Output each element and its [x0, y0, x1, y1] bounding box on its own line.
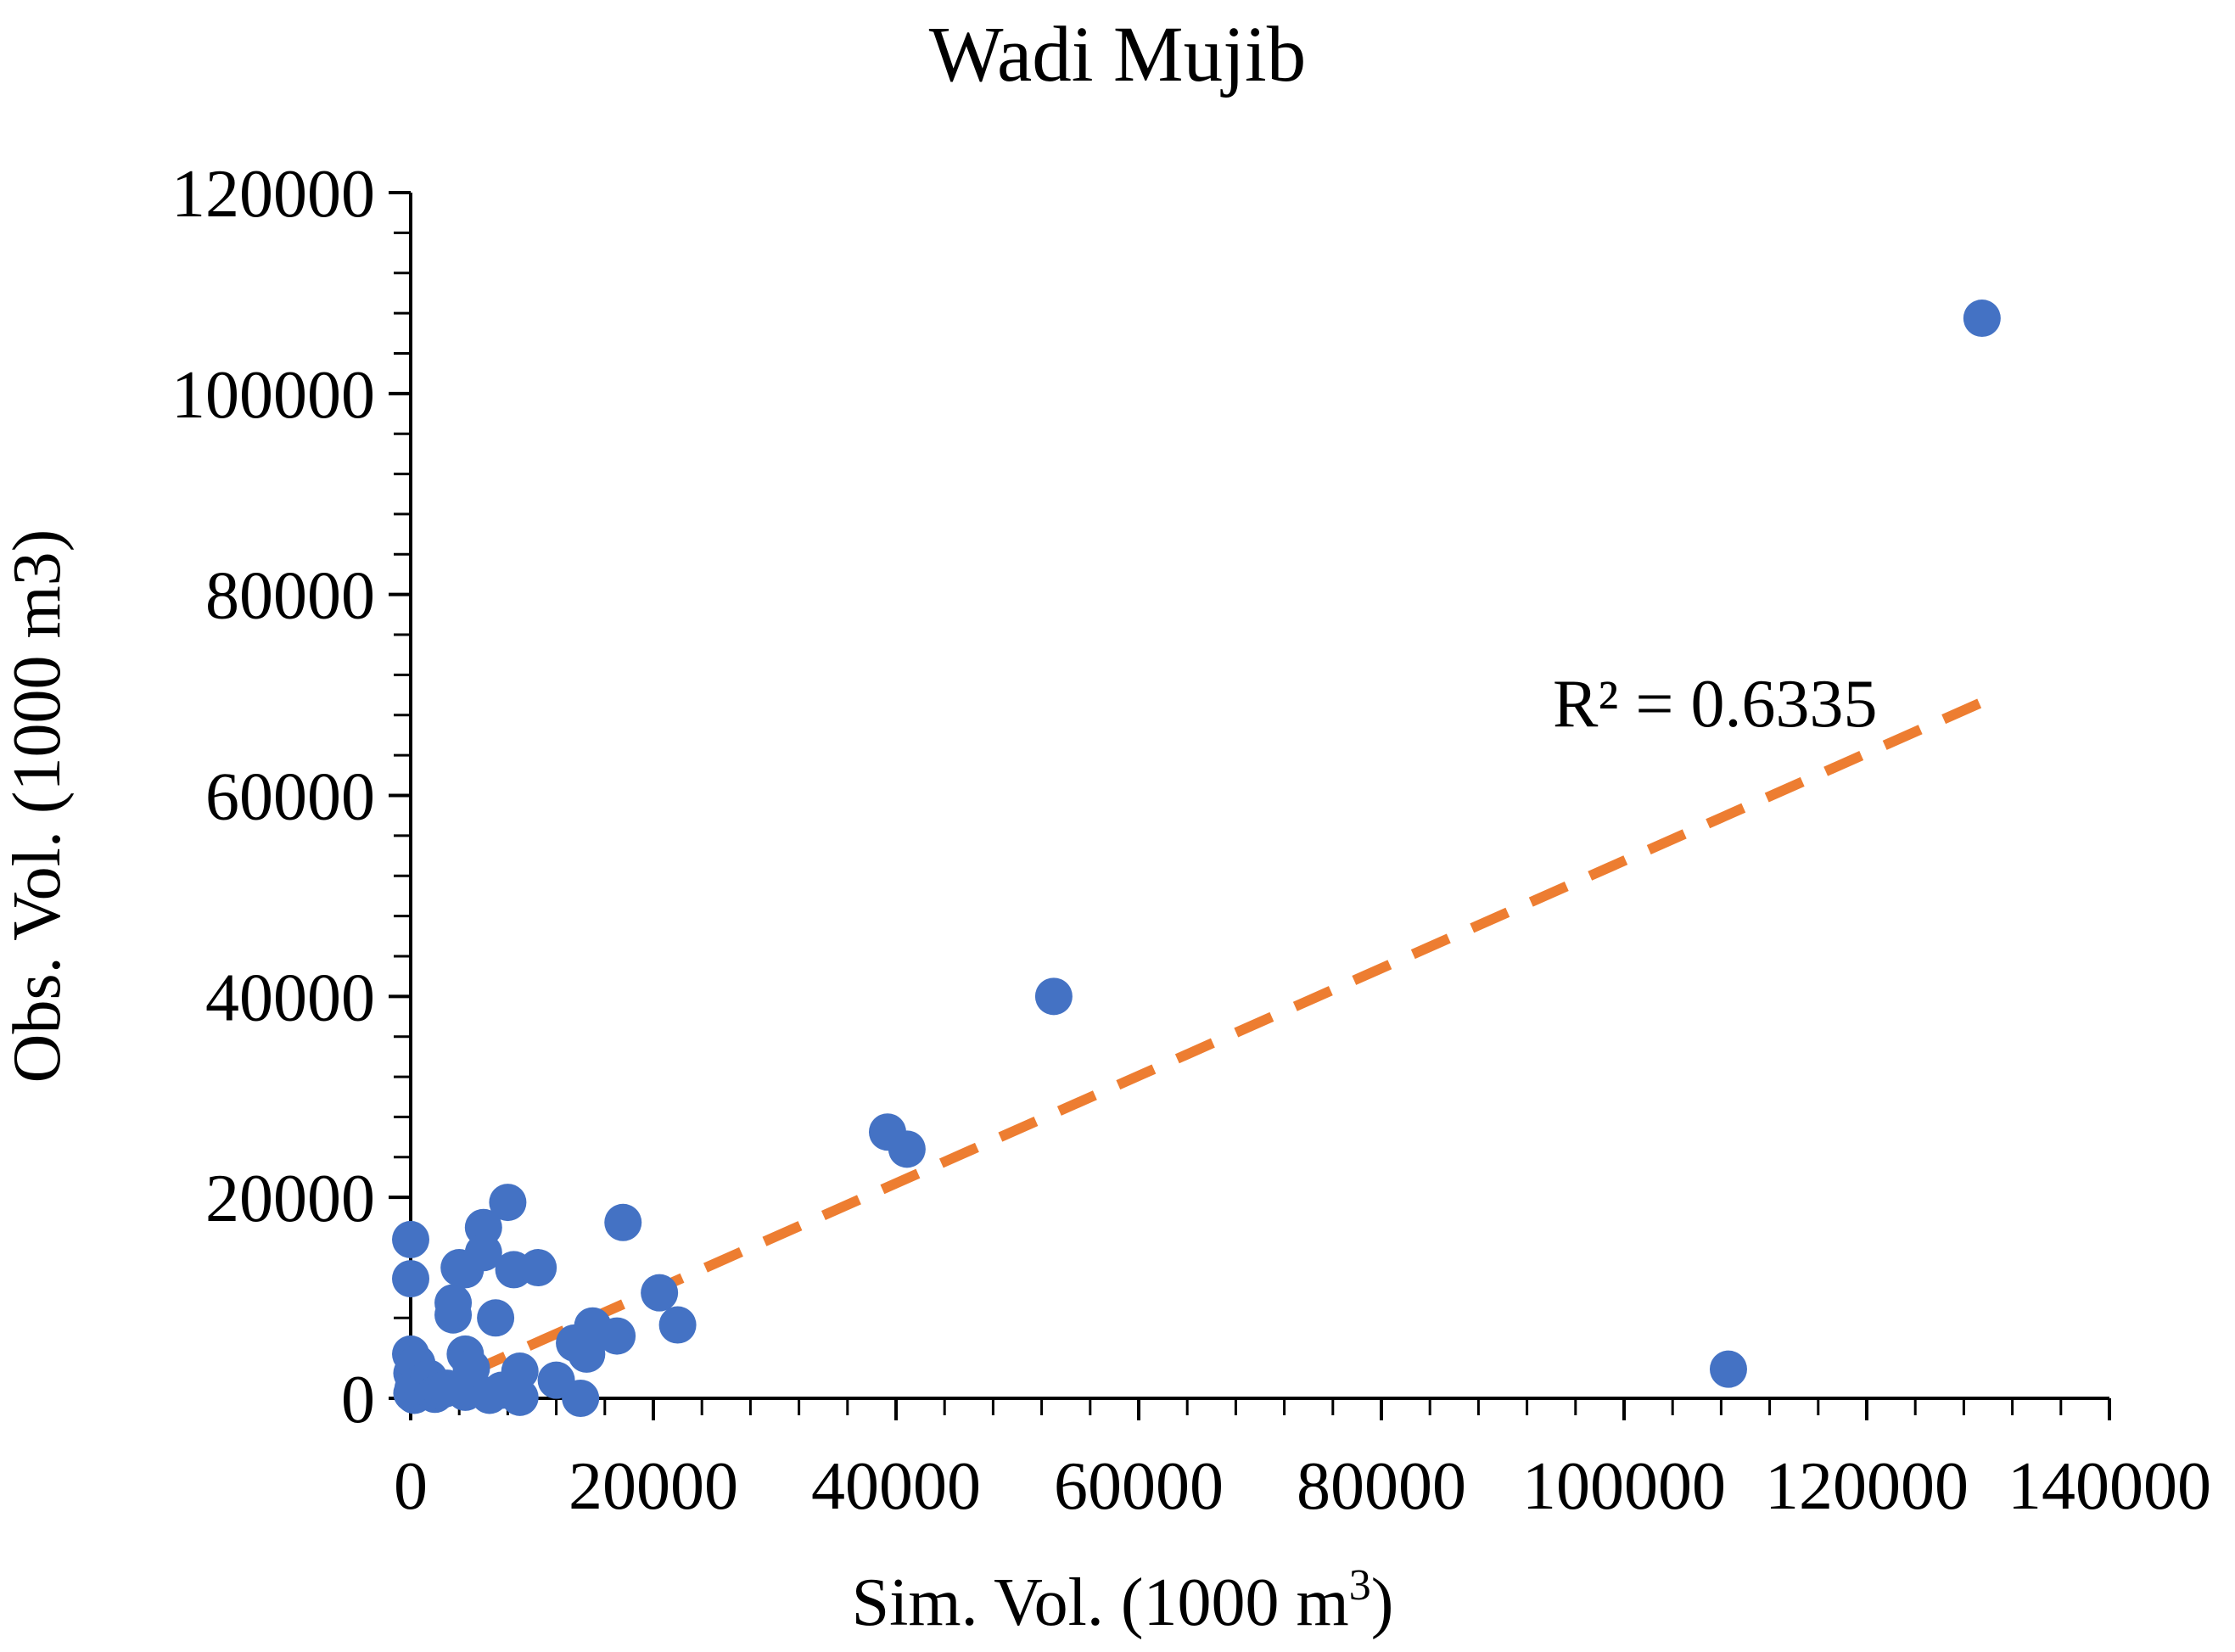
- x-axis-title-suffix: ): [1371, 1565, 1394, 1640]
- y-tick-label: 80000: [205, 559, 375, 634]
- data-point: [562, 1380, 600, 1417]
- data-point: [501, 1352, 539, 1391]
- chart-title: Wadi Mujib: [929, 11, 1307, 98]
- y-tick-label: 40000: [205, 960, 375, 1035]
- data-point: [477, 1299, 515, 1337]
- y-tick-label: 20000: [205, 1162, 375, 1236]
- x-tick-label: 100000: [1522, 1449, 1726, 1524]
- data-point: [489, 1184, 527, 1222]
- data-point: [392, 1220, 429, 1258]
- data-point: [501, 1378, 539, 1416]
- axes-group: 0 20000 40000 60000 80000 100000 120000 140000 0…: [171, 157, 2211, 1524]
- y-tick-label: 120000: [171, 157, 375, 232]
- x-tick-label: 0: [394, 1449, 428, 1524]
- data-point: [1963, 300, 2001, 338]
- data-point: [464, 1234, 502, 1272]
- r-squared-label: R² = 0.6335: [1553, 667, 1877, 742]
- x-tick-label: 40000: [811, 1449, 981, 1524]
- data-point: [1709, 1350, 1747, 1388]
- y-tick-label: 100000: [171, 358, 375, 433]
- x-axis-title-superscript: 3: [1349, 1561, 1371, 1610]
- data-points-group: [392, 300, 2001, 1417]
- data-point: [888, 1130, 926, 1168]
- data-point: [1034, 977, 1073, 1016]
- y-tick-label: 60000: [205, 760, 375, 835]
- y-tick-label: 0: [341, 1363, 375, 1437]
- data-point: [598, 1317, 636, 1355]
- y-axis-title: Obs. Vol. (1000 m3): [0, 529, 75, 1084]
- x-axis-title-main: Sim. Vol. (1000 m: [852, 1565, 1349, 1640]
- data-point: [658, 1306, 697, 1344]
- x-tick-label: 20000: [569, 1449, 738, 1524]
- x-axis-title: Sim. Vol. (1000 m3): [852, 1561, 1394, 1640]
- x-tick-label: 80000: [1297, 1449, 1466, 1524]
- data-point: [452, 1349, 490, 1387]
- x-tick-label: 120000: [1765, 1449, 1969, 1524]
- data-point: [604, 1203, 642, 1241]
- x-tick-label: 140000: [2008, 1449, 2211, 1524]
- data-point: [641, 1274, 679, 1312]
- data-point: [434, 1284, 473, 1322]
- data-point: [519, 1249, 557, 1287]
- data-point: [392, 1260, 429, 1298]
- x-tick-label: 60000: [1054, 1449, 1224, 1524]
- data-point: [568, 1335, 606, 1373]
